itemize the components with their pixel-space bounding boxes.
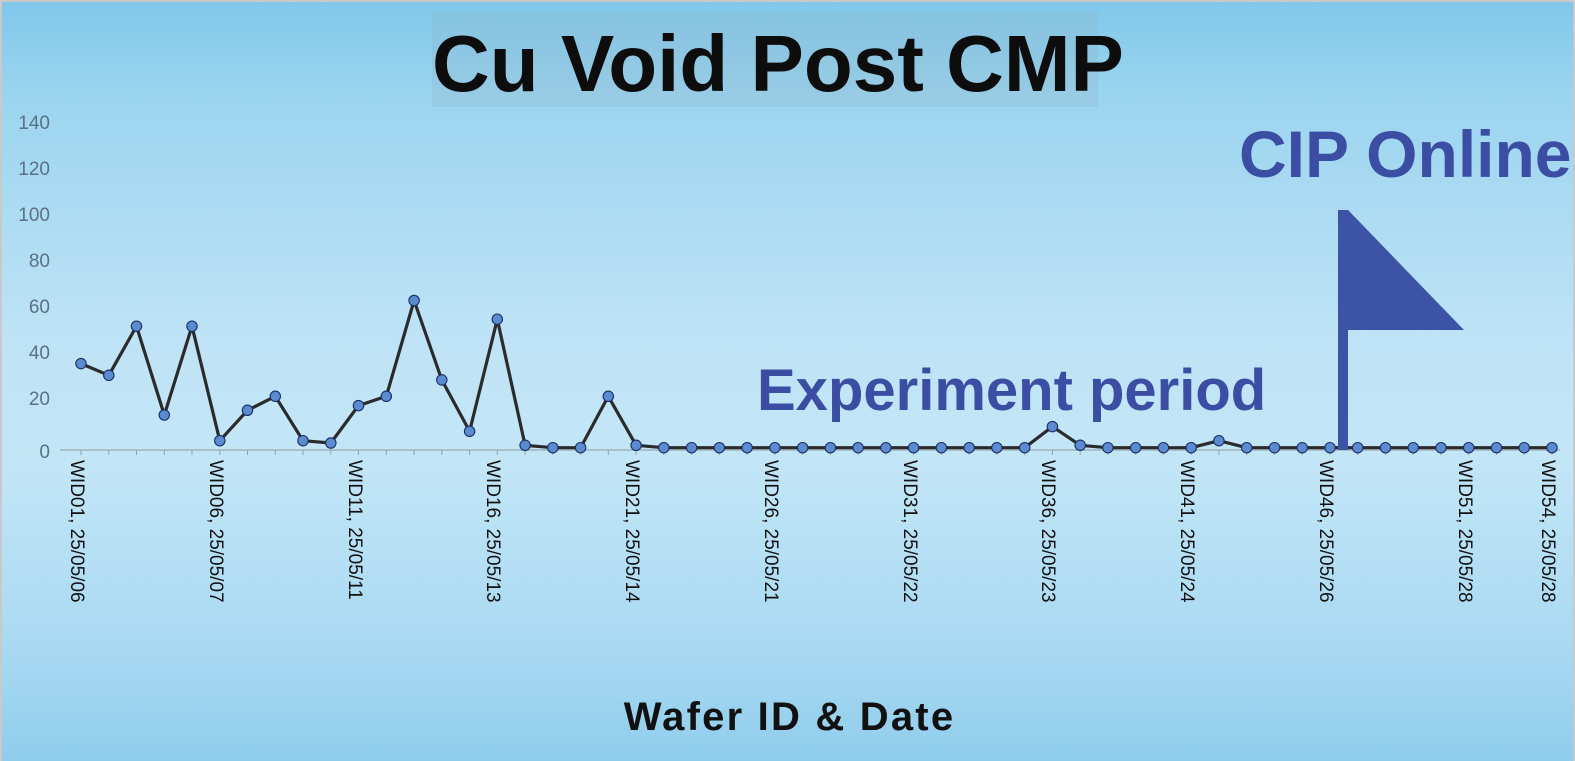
svg-text:20: 20 bbox=[29, 389, 50, 410]
svg-text:120: 120 bbox=[18, 159, 50, 180]
svg-text:60: 60 bbox=[29, 297, 50, 318]
svg-text:100: 100 bbox=[18, 205, 50, 226]
svg-text:80: 80 bbox=[29, 251, 50, 272]
svg-text:40: 40 bbox=[29, 343, 50, 364]
svg-text:0: 0 bbox=[39, 442, 50, 463]
svg-text:140: 140 bbox=[18, 113, 50, 134]
